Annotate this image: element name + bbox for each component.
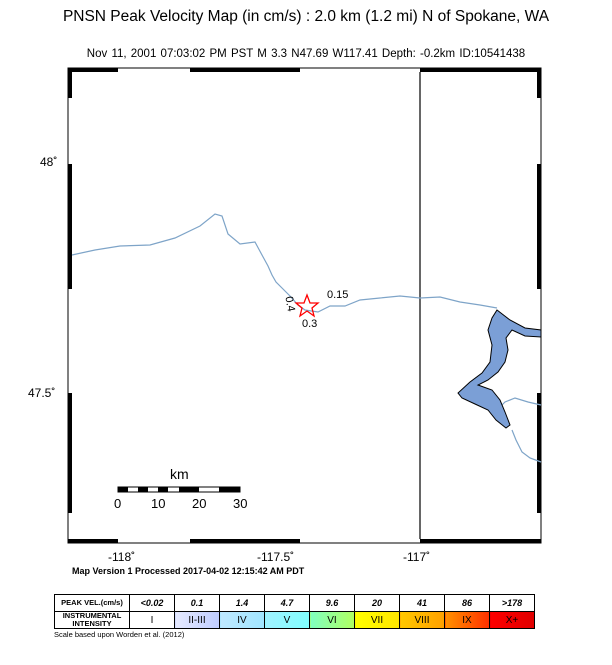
legend-velocity-cell: 0.1 xyxy=(174,594,220,612)
contour-label: 0.3 xyxy=(302,318,318,330)
legend-velocity-cell: 1.4 xyxy=(219,594,265,612)
scale-bar xyxy=(117,486,241,493)
scale-bar-unit: km xyxy=(170,466,189,482)
map-border-ticks xyxy=(68,68,541,543)
contour-label: 0.4 xyxy=(282,295,297,313)
legend-intensity-cell: I xyxy=(129,611,175,629)
scale-bar-label: 0 xyxy=(114,496,122,511)
longitude-tick-117: -117˚ xyxy=(403,550,431,564)
longitude-tick-117-5: -117.5˚ xyxy=(257,550,295,564)
legend-velocity-cell: 41 xyxy=(399,594,445,612)
legend-intensity-cell: X+ xyxy=(489,611,535,629)
epicenter-star-icon xyxy=(294,293,320,318)
legend-intensity-cell: VIII xyxy=(399,611,445,629)
legend-velocity-cell: >178 xyxy=(489,594,535,612)
longitude-tick-118: -118˚ xyxy=(108,550,136,564)
legend-velocity-header: PEAK VEL.(cm/s) xyxy=(54,594,130,612)
scale-bar-label: 20 xyxy=(192,496,207,511)
intensity-legend: PEAK VEL.(cm/s) <0.02 0.1 1.4 4.7 9.6 20… xyxy=(54,594,535,629)
latitude-tick-47-5: 47.5˚ xyxy=(28,386,56,400)
legend-velocity-cell: 4.7 xyxy=(264,594,310,612)
legend-intensity-cell: IX xyxy=(444,611,490,629)
event-details: Nov 11, 2001 07:03:02 PM PST M 3.3 N47.6… xyxy=(86,48,526,60)
legend-intensity-cell: II-III xyxy=(174,611,220,629)
legend-velocity-row: PEAK VEL.(cm/s) <0.02 0.1 1.4 4.7 9.6 20… xyxy=(54,594,535,612)
legend-velocity-cell: 9.6 xyxy=(309,594,355,612)
lake xyxy=(457,309,542,429)
legend-intensity-row: INSTRUMENTAL INTENSITY I II-III IV V VI … xyxy=(54,611,535,629)
map-frame xyxy=(67,67,542,544)
legend-intensity-cell: IV xyxy=(219,611,265,629)
legend-velocity-cell: 20 xyxy=(354,594,400,612)
processed-timestamp: Map Version 1 Processed 2017-04-02 12:15… xyxy=(72,566,305,576)
scale-bar-label: 10 xyxy=(151,496,166,511)
spokane-river xyxy=(71,213,498,313)
scale-bar-label: 30 xyxy=(233,496,248,511)
latitude-tick-48: 48˚ xyxy=(40,155,58,169)
legend-velocity-cell: <0.02 xyxy=(129,594,175,612)
scale-reference: Scale based upon Worden et al. (2012) xyxy=(54,630,185,639)
map-title: PNSN Peak Velocity Map (in cm/s) : 2.0 k… xyxy=(62,8,550,25)
contour-label: 0.15 xyxy=(327,289,349,301)
legend-intensity-header: INSTRUMENTAL INTENSITY xyxy=(54,611,130,629)
legend-velocity-cell: 86 xyxy=(444,594,490,612)
legend-intensity-cell: V xyxy=(264,611,310,629)
legend-intensity-cell: VI xyxy=(309,611,355,629)
legend-intensity-cell: VII xyxy=(354,611,400,629)
river-south-branch xyxy=(511,429,542,463)
